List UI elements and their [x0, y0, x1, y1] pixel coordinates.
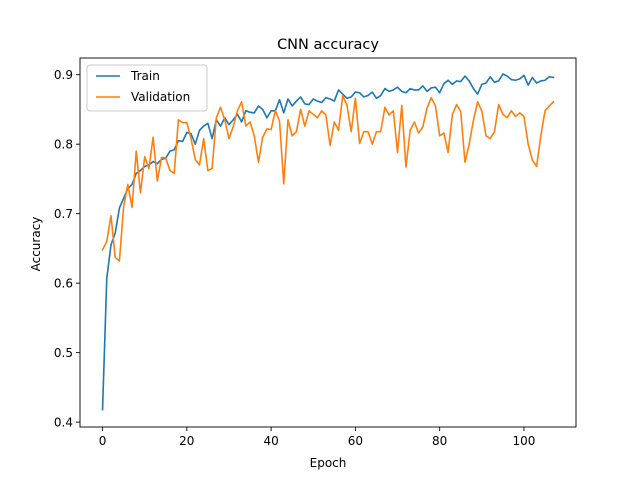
y-tick-label: 0.7	[54, 207, 73, 221]
y-tick-label: 0.9	[54, 68, 73, 82]
y-tick-label: 0.6	[54, 277, 73, 291]
chart-title: CNN accuracy	[277, 37, 379, 53]
y-tick-label: 0.5	[54, 346, 73, 360]
x-axis: 0 20 40 60 80 100	[99, 427, 536, 448]
y-axis: 0.4 0.5 0.6 0.7 0.8 0.9	[54, 68, 80, 430]
axes-frame	[79, 57, 577, 428]
x-axis-label: Epoch	[310, 456, 347, 470]
x-tick-label: 80	[432, 434, 447, 448]
legend: Train Validation	[86, 64, 208, 112]
plot-area	[79, 57, 577, 428]
x-tick-label: 100	[513, 434, 536, 448]
legend-label-train: Train	[130, 69, 160, 83]
x-tick-label: 20	[179, 434, 194, 448]
x-tick-label: 0	[99, 434, 107, 448]
x-tick-label: 40	[263, 434, 278, 448]
y-tick-label: 0.8	[54, 138, 73, 152]
x-tick-label: 60	[348, 434, 363, 448]
y-tick-label: 0.4	[54, 416, 73, 430]
series-line-validation	[101, 94, 555, 262]
series-line-train	[101, 73, 555, 411]
y-axis-label: Accuracy	[29, 217, 43, 272]
legend-label-validation: Validation	[131, 90, 190, 104]
